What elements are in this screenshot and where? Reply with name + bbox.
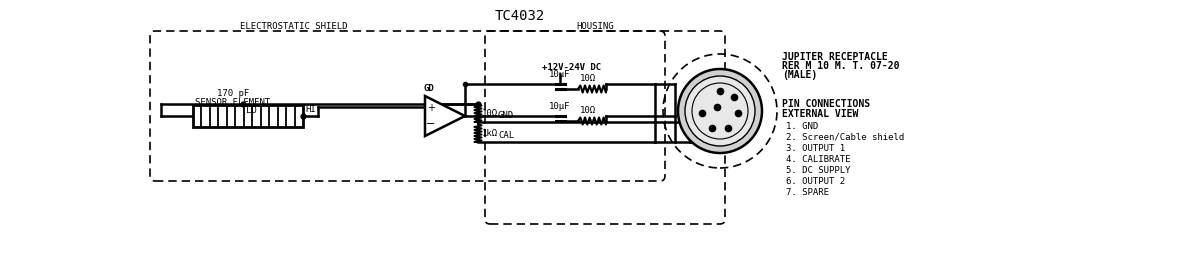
- Text: 2. Screen/Cable shield: 2. Screen/Cable shield: [787, 133, 904, 142]
- Text: PIN CONNECTIONS: PIN CONNECTIONS: [782, 99, 870, 109]
- Text: GND: GND: [497, 111, 514, 120]
- Text: GD: GD: [422, 84, 433, 93]
- Text: 7. SPARE: 7. SPARE: [787, 188, 829, 197]
- Text: (MALE): (MALE): [782, 70, 818, 80]
- Text: TC4032: TC4032: [495, 9, 545, 23]
- Polygon shape: [425, 96, 465, 136]
- Text: 1kΩ: 1kΩ: [482, 129, 499, 138]
- Text: 1. GND: 1. GND: [787, 122, 819, 131]
- Text: RER M 10 M. T. 07-20: RER M 10 M. T. 07-20: [782, 61, 900, 71]
- Text: JUPITER RECEPTACLE: JUPITER RECEPTACLE: [782, 52, 888, 62]
- Text: +: +: [427, 103, 436, 113]
- Text: SENSOR ELEMENT: SENSOR ELEMENT: [195, 98, 270, 107]
- Circle shape: [685, 76, 754, 146]
- Text: LO: LO: [246, 106, 257, 115]
- Text: 10μF: 10μF: [549, 70, 570, 79]
- Text: −: −: [426, 119, 436, 129]
- Text: 3. OUTPUT 1: 3. OUTPUT 1: [787, 144, 845, 153]
- Text: EXTERNAL VIEW: EXTERNAL VIEW: [782, 109, 858, 119]
- Text: CAL: CAL: [497, 131, 514, 140]
- Text: HI: HI: [305, 105, 315, 114]
- Text: ELECTROSTATIC SHIELD: ELECTROSTATIC SHIELD: [240, 22, 347, 31]
- Bar: [193, 105, 303, 127]
- Text: HOUSING: HOUSING: [576, 22, 614, 31]
- Text: 5. DC SUPPLY: 5. DC SUPPLY: [787, 166, 851, 175]
- Text: +12V-24V DC: +12V-24V DC: [541, 63, 601, 72]
- Circle shape: [678, 69, 762, 153]
- Text: 10Ω: 10Ω: [580, 74, 596, 83]
- Text: 10Ω: 10Ω: [580, 106, 596, 115]
- Text: 6. OUTPUT 2: 6. OUTPUT 2: [787, 177, 845, 186]
- Text: 10Ω: 10Ω: [482, 109, 499, 117]
- Text: 170 pF: 170 pF: [217, 89, 249, 98]
- Text: 4. CALIBRATE: 4. CALIBRATE: [787, 155, 851, 164]
- Text: 10μF: 10μF: [549, 102, 570, 111]
